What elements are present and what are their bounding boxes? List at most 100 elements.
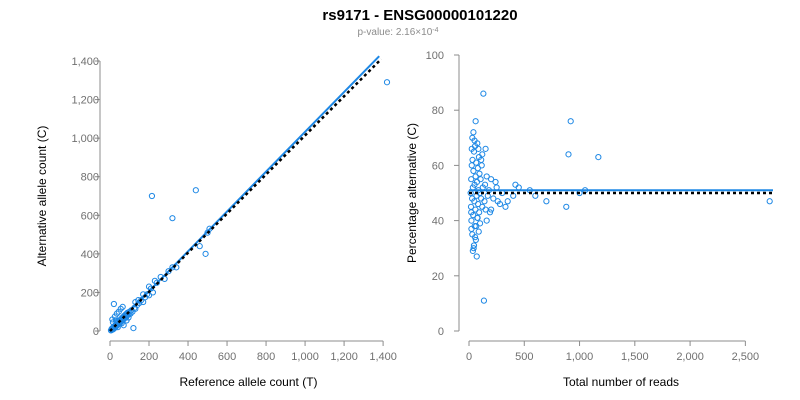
percentage-data-point [468, 217, 475, 224]
allele-data-point [153, 279, 160, 286]
allele-y-axis-label: Alternative allele count (C) [35, 126, 49, 267]
percentage-data-point [474, 200, 482, 208]
percentage-data-point [469, 247, 476, 255]
percentage-y-tick-label: 0 [438, 326, 444, 338]
percentage-data-point [472, 118, 479, 125]
percentage-data-point [486, 209, 494, 216]
percentage-data-point [476, 170, 483, 177]
percentage-data-point [479, 203, 486, 210]
subtitle-exponent: -4 [432, 27, 438, 34]
percentage-y-tick-label: 20 [432, 271, 444, 283]
allele-data-point [118, 320, 125, 327]
percentage-data-point [473, 159, 480, 166]
percentage-data-point [470, 167, 477, 175]
percentage-data-point [474, 214, 481, 221]
allele-y-tick-label: 600 [81, 210, 99, 222]
percentage-data-point [488, 206, 495, 213]
percentage-data-point [565, 151, 572, 158]
allele-x-tick-label: 400 [179, 351, 197, 363]
percentage-data-point [475, 145, 482, 152]
percentage-data-point [494, 198, 501, 205]
allele-data-point [149, 289, 157, 296]
allele-data-point [112, 317, 119, 324]
percentage-y-tick-label: 80 [432, 105, 444, 117]
percentage-x-tick-label: 2,500 [732, 351, 760, 363]
allele-data-point [125, 314, 132, 321]
allele-data-point [202, 250, 209, 257]
allele-x-tick-label: 200 [140, 351, 158, 363]
allele-data-point [113, 310, 120, 317]
percentage-data-point [468, 225, 475, 232]
percentage-data-point [766, 198, 773, 205]
percentage-data-point [468, 145, 475, 152]
allele-x-tick-label: 0 [107, 351, 113, 363]
allele-data-point [383, 79, 391, 86]
percentage-data-point [512, 181, 519, 188]
percentage-data-point [478, 162, 485, 169]
percentage-data-point [471, 234, 479, 241]
allele-x-tick-label: 800 [257, 351, 275, 363]
percentage-data-point [492, 178, 499, 186]
allele-data-point [148, 192, 156, 200]
percentage-data-point [483, 217, 490, 224]
percentage-data-point [469, 156, 476, 163]
percentage-x-tick-label: 1,500 [621, 351, 649, 363]
allele-data-point [145, 283, 153, 290]
percentage-data-point [470, 129, 477, 136]
figure-title: rs9171 - ENSG00000101220 [322, 7, 517, 24]
percentage-data-point [479, 151, 486, 158]
allele-data-point [192, 187, 199, 194]
allele-y-tick-label: 1,200 [71, 95, 99, 107]
percentage-x-tick-label: 2,000 [676, 351, 704, 363]
allele-data-point [120, 322, 127, 329]
percentage-y-axis-label: Percentage alternative (C) [405, 123, 419, 263]
percentage-data-point [477, 176, 484, 183]
percentage-x-axis-label: Total number of reads [563, 375, 679, 389]
allele-x-tick-label: 1,000 [291, 351, 319, 363]
percentage-data-point [543, 198, 550, 205]
allele-x-axis-label: Reference allele count (T) [179, 375, 317, 389]
percentage-data-point [468, 209, 475, 216]
percentage-data-point [470, 245, 477, 252]
percentage-data-point [482, 145, 489, 152]
percentage-data-point [567, 118, 574, 125]
percentage-x-tick-label: 1,000 [566, 351, 594, 363]
percentage-data-point [475, 228, 482, 235]
allele-y-tick-label: 800 [81, 172, 99, 184]
allele-y-tick-label: 0 [93, 326, 99, 338]
percentage-data-point [563, 203, 570, 210]
percentage-data-point [470, 242, 478, 249]
percentage-data-point [480, 297, 488, 304]
allele-reference-line [109, 58, 383, 332]
percentage-data-point [476, 209, 483, 216]
allele-data-point [130, 325, 137, 332]
allele-y-tick-label: 200 [81, 287, 99, 299]
subtitle-prefix: p-value: 2.16×10 [357, 27, 432, 38]
percentage-alternative-scatter-chart: 0 500 1,000 1,500 2,000 2,500 0 20 40 60 80 100 Tota… [405, 50, 773, 389]
percentage-data-point [468, 176, 475, 183]
percentage-y-tick-label: 60 [432, 160, 444, 172]
allele-x-tick-label: 600 [218, 351, 236, 363]
percentage-data-point [480, 90, 487, 97]
percentage-data-point [471, 137, 478, 144]
percentage-x-tick-label: 0 [466, 351, 472, 363]
percentage-data-point [502, 203, 509, 210]
percentage-data-point [488, 176, 495, 183]
allele-data-point [151, 277, 158, 284]
percentage-y-tick-label: 100 [426, 50, 444, 62]
percentage-data-point [481, 181, 489, 188]
percentage-y-tick-label: 40 [432, 216, 444, 228]
percentage-data-point [481, 198, 488, 205]
allele-data-point [196, 243, 203, 250]
figure-subtitle: p-value: 2.16×10-4 [357, 27, 438, 39]
percentage-data-point [473, 253, 480, 260]
percentage-x-tick-label: 500 [515, 351, 533, 363]
allele-data-point [138, 297, 145, 304]
percentage-data-point [483, 173, 490, 180]
allele-x-tick-label: 1,200 [330, 351, 358, 363]
allele-data-point [117, 305, 124, 312]
allele-fit-line [109, 55, 380, 332]
allele-data-point [119, 303, 126, 310]
